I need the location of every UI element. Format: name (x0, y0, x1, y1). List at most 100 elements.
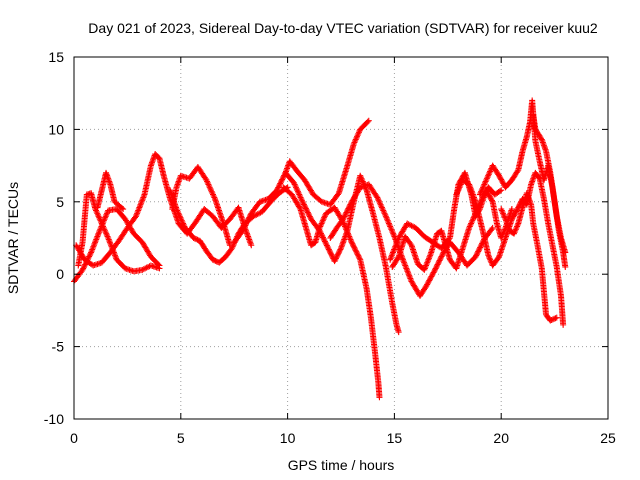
data-point (501, 214, 508, 221)
data-point (470, 214, 477, 221)
data-point (100, 224, 107, 231)
y-tick-label: 0 (56, 266, 64, 282)
data-point (94, 233, 101, 240)
data-point (176, 213, 183, 220)
data-point (401, 259, 408, 266)
data-point (88, 249, 95, 256)
chart-title: Day 021 of 2023, Sidereal Day-to-day VTE… (88, 20, 598, 36)
data-point (93, 235, 100, 241)
data-point (395, 329, 402, 336)
data-point (209, 256, 216, 263)
data-point (229, 245, 236, 252)
data-point (292, 184, 299, 191)
data-point (395, 236, 402, 243)
data-point (89, 246, 96, 253)
data-point (431, 266, 438, 273)
data-point (96, 227, 103, 234)
data-point (425, 256, 432, 263)
data-point (352, 247, 359, 254)
data-point (245, 215, 252, 222)
data-point (88, 248, 95, 255)
data-point (80, 264, 87, 271)
data-point (138, 200, 145, 207)
data-point (426, 253, 433, 260)
data-point (90, 243, 97, 250)
data-point (456, 184, 463, 191)
data-point (511, 211, 518, 218)
data-point (424, 280, 431, 287)
data-point (378, 204, 385, 211)
data-point (300, 200, 307, 207)
data-point (467, 221, 474, 228)
x-tick-label: 20 (493, 430, 509, 446)
data-point (405, 269, 412, 276)
data-point (472, 253, 479, 260)
data-point (354, 132, 361, 139)
data-point (425, 255, 432, 262)
data-point (483, 175, 490, 182)
data-point (180, 220, 187, 227)
data-point (364, 118, 371, 125)
plot-frame (73, 56, 609, 420)
data-point (476, 191, 483, 198)
data-point (455, 185, 462, 192)
data-point (94, 210, 101, 217)
data-point (346, 202, 353, 209)
data-point (389, 249, 396, 256)
data-point (376, 200, 383, 207)
data-point (482, 189, 489, 196)
data-point (433, 264, 440, 271)
data-point (479, 185, 486, 192)
data-point (562, 263, 569, 270)
data-point (94, 211, 101, 218)
data-point (392, 243, 399, 250)
data-point (374, 195, 381, 202)
data-point (209, 190, 216, 197)
data-point (322, 239, 329, 246)
data-point (174, 207, 181, 214)
data-point (480, 184, 487, 191)
data-point (495, 255, 502, 262)
data-point (551, 315, 558, 322)
data-point (306, 212, 313, 219)
data-point (388, 226, 395, 233)
data-point (469, 217, 476, 224)
data-point (298, 197, 305, 204)
data-point (352, 137, 359, 144)
data-point (390, 230, 397, 237)
data-point (275, 183, 282, 190)
data-point (423, 261, 430, 268)
data-point (302, 204, 309, 211)
data-point (508, 216, 515, 223)
data-point (481, 190, 488, 197)
data-point (243, 221, 250, 228)
data-point (423, 262, 430, 269)
data-point (513, 208, 520, 215)
data-point (319, 233, 326, 240)
data-point (279, 176, 286, 183)
data-point (393, 240, 400, 247)
data-point (552, 315, 559, 322)
data-point (390, 248, 397, 255)
data-point (496, 172, 503, 179)
data-point (179, 219, 186, 226)
data-point (321, 237, 328, 244)
data-point (512, 226, 519, 233)
data-point (429, 270, 436, 277)
data-point (302, 205, 309, 212)
data-point (407, 240, 414, 247)
data-point (430, 269, 437, 276)
data-point (511, 212, 518, 219)
data-point (190, 235, 197, 241)
data-point (498, 187, 505, 194)
data-point (376, 198, 383, 205)
data-point (136, 204, 143, 211)
data-point (488, 196, 495, 203)
data-point (466, 224, 473, 231)
data-point (139, 266, 146, 273)
data-point (508, 206, 515, 213)
data-point (230, 242, 237, 249)
data-point (347, 201, 354, 208)
data-point (488, 226, 495, 233)
data-point (394, 255, 401, 262)
